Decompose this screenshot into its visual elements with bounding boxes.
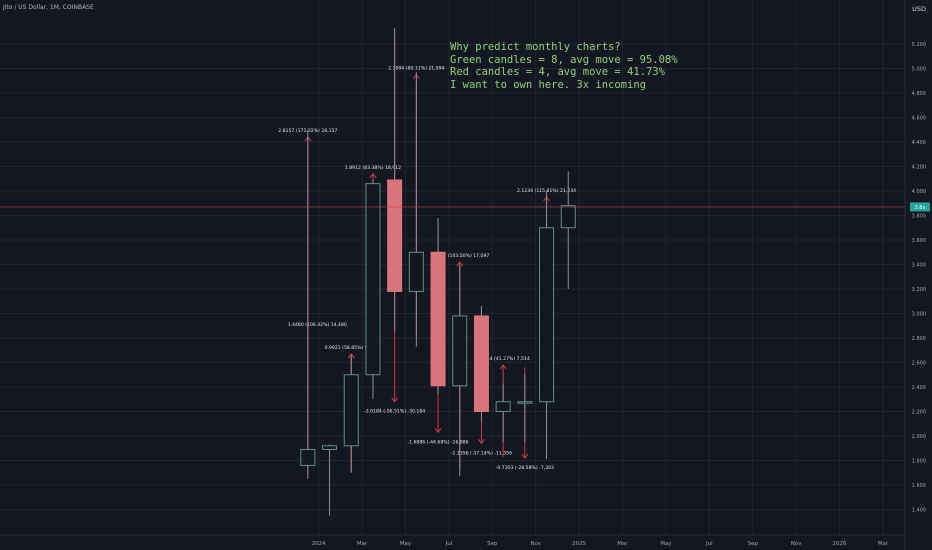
time-tick-12: 2026 bbox=[833, 541, 847, 547]
candle-body-12 bbox=[560, 205, 576, 229]
measure-arrow-9 bbox=[499, 364, 507, 370]
annotation-line-4: I want to own here. 3x incoming bbox=[450, 78, 646, 91]
price-tick-18: 5.000 bbox=[912, 67, 926, 73]
candle-body-5 bbox=[408, 251, 424, 292]
candle-body-11 bbox=[539, 227, 555, 403]
time-tick-1: Mar bbox=[357, 541, 368, 547]
price-tick-0: 1.400 bbox=[912, 508, 926, 514]
price-tick-7: 2.800 bbox=[912, 336, 926, 342]
measure-arrow-10 bbox=[521, 453, 529, 459]
candle-body-0 bbox=[300, 448, 316, 466]
measure-arrow-6 bbox=[434, 428, 442, 434]
grid-lines bbox=[0, 0, 905, 535]
price-tick-3: 2.000 bbox=[912, 434, 926, 440]
candle-body-1 bbox=[322, 445, 338, 450]
price-tick-11: 3.600 bbox=[912, 238, 926, 244]
time-tick-5: Nov bbox=[530, 541, 541, 547]
price-tick-6: 2.600 bbox=[912, 361, 926, 367]
price-tick-1: 1.600 bbox=[912, 483, 926, 489]
measure-label-7: 1.7097 (103.50%) 17,097 bbox=[430, 253, 489, 259]
candle-body-10 bbox=[517, 401, 533, 404]
measure-label-4: -3.0184 (-56.51%) -30,184 bbox=[364, 409, 425, 415]
measure-arrow-3 bbox=[369, 173, 377, 179]
candle-body-8 bbox=[473, 315, 489, 413]
currency-label[interactable]: USD bbox=[912, 5, 926, 13]
current-price-line: 3.8x bbox=[0, 202, 930, 212]
candle-body-7 bbox=[452, 315, 468, 387]
measure-arrow-4 bbox=[391, 397, 399, 403]
measure-label-10: -0.7303 (-28.58%) -7,303 bbox=[496, 465, 554, 471]
measure-label-1: 0.9921 (58.85%) 9,921 bbox=[325, 345, 378, 351]
candles[interactable] bbox=[300, 28, 576, 516]
measure-arrow-2 bbox=[347, 353, 355, 359]
time-tick-6: 2025 bbox=[572, 541, 586, 547]
price-tick-15: 4.400 bbox=[912, 140, 926, 146]
price-tick-5: 2.400 bbox=[912, 385, 926, 391]
measure-label-2: 1.4480 (106.42%) 14,480 bbox=[288, 322, 347, 328]
time-tick-8: May bbox=[660, 541, 672, 547]
time-tick-4: Sep bbox=[487, 541, 498, 547]
price-tick-9: 3.200 bbox=[912, 287, 926, 293]
price-tick-8: 3.000 bbox=[912, 312, 926, 318]
candle-body-6 bbox=[430, 251, 446, 387]
price-tick-4: 2.200 bbox=[912, 410, 926, 416]
measure-label-6: -1.6886 (-44.68%) -16,886 bbox=[407, 439, 468, 445]
candle-body-9 bbox=[495, 401, 511, 413]
measure-label-9: 0.7514 (41.27%) 7,514 bbox=[477, 356, 530, 362]
annotation-line-3: Red candles = 4, avg move = 41.73% bbox=[450, 66, 665, 78]
price-tag-bg bbox=[910, 202, 930, 212]
measure-label-5: 2.1994 (80.11%) 21,994 bbox=[388, 66, 444, 72]
measure-arrow-8 bbox=[478, 439, 485, 445]
time-tick-11: Nov bbox=[791, 541, 802, 547]
time-tick-7: Mar bbox=[617, 541, 628, 547]
annotation-line-2: Green candles = 8, avg move = 95.08% bbox=[450, 53, 678, 66]
price-axis[interactable]: 1.400 1.600 1.800 2.000 2.200 2.400 2.600 2.800… bbox=[904, 0, 926, 550]
time-axis[interactable]: 2024 Mar May Jul Sep Nov 2025 Mar May Jul Sep Nov 20… bbox=[0, 534, 905, 547]
chart-annotation: Why predict monthly charts? Green candle… bbox=[450, 41, 678, 91]
price-tick-19: 5.200 bbox=[912, 42, 926, 48]
price-tick-14: 4.200 bbox=[912, 165, 926, 171]
price-tick-13: 4.000 bbox=[912, 189, 926, 195]
price-tick-17: 4.800 bbox=[912, 91, 926, 97]
time-tick-13: Mar bbox=[878, 541, 889, 547]
time-tick-3: Jul bbox=[445, 541, 453, 547]
candle-body-2 bbox=[343, 374, 359, 447]
measure-arrow-7 bbox=[456, 261, 464, 267]
price-tick-10: 3.400 bbox=[912, 263, 926, 269]
annotation-line-1: Why predict monthly charts? bbox=[450, 41, 621, 53]
measure-label-3: 1.8912 (83.38%) 18,912 bbox=[345, 165, 401, 171]
symbol-header[interactable]: Jito / US Dollar, 1M, COINBASE bbox=[3, 4, 94, 11]
time-tick-9: Jul bbox=[705, 541, 713, 547]
price-tick-16: 4.600 bbox=[912, 116, 926, 122]
candle-body-3 bbox=[365, 183, 381, 376]
price-tick-2: 1.800 bbox=[912, 459, 926, 465]
candle-body-4 bbox=[387, 179, 403, 292]
time-tick-2: May bbox=[400, 541, 412, 547]
time-tick-0: 2024 bbox=[312, 541, 326, 547]
measure-label-8: -1.1356 (-37.14%) -11,356 bbox=[451, 450, 512, 456]
time-tick-10: Sep bbox=[748, 541, 759, 547]
price-tag-label: 3.8x bbox=[915, 205, 926, 211]
price-tick-12: 3.800 bbox=[912, 214, 926, 220]
